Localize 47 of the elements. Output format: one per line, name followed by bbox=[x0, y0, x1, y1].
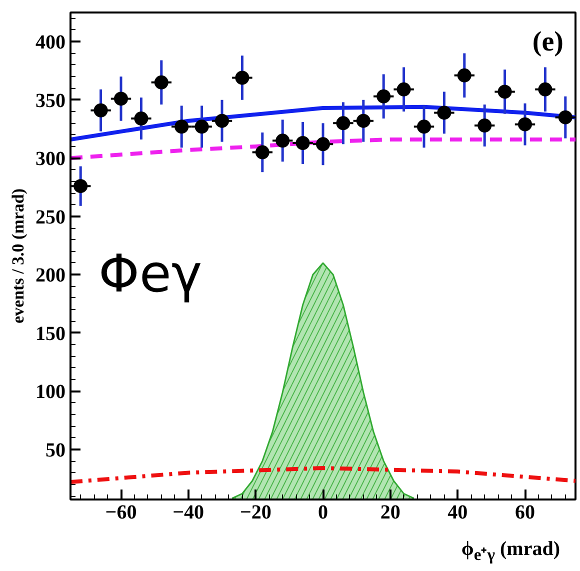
y-tick-label: 150 bbox=[36, 322, 66, 345]
point bbox=[417, 120, 431, 134]
point bbox=[518, 117, 532, 132]
y-tick-label: 200 bbox=[36, 264, 66, 287]
point bbox=[437, 106, 452, 120]
y-tick-label: 300 bbox=[36, 148, 66, 170]
x-tick-label: 40 bbox=[448, 502, 468, 524]
point bbox=[134, 112, 148, 126]
line-series bbox=[70, 137, 576, 160]
annotation: (e) bbox=[532, 26, 564, 58]
point bbox=[255, 145, 270, 160]
y-axis-title: events / 3.0 (mrad) bbox=[8, 188, 28, 324]
point bbox=[114, 92, 128, 106]
x-tick-label: −20 bbox=[240, 502, 272, 524]
x-tick-label: −40 bbox=[172, 502, 204, 524]
point bbox=[174, 120, 189, 134]
x-tick-label: 0 bbox=[318, 502, 328, 524]
x-axis-title: ϕ$_{e⁺γ}$ (mrad) bbox=[461, 537, 560, 566]
line-series bbox=[70, 466, 576, 484]
x-tick-label: 20 bbox=[380, 502, 400, 524]
point bbox=[396, 82, 411, 96]
point bbox=[74, 179, 88, 194]
y-tick-label: 350 bbox=[36, 90, 66, 112]
point bbox=[336, 116, 350, 130]
point bbox=[457, 68, 472, 82]
point bbox=[356, 114, 370, 128]
point bbox=[215, 114, 229, 128]
point bbox=[235, 70, 250, 85]
y-tick-label: 250 bbox=[36, 206, 66, 228]
point bbox=[154, 75, 168, 90]
y-tick-label: 400 bbox=[36, 32, 66, 54]
y-tick-label: 50 bbox=[46, 439, 66, 462]
point bbox=[276, 134, 290, 148]
point bbox=[498, 84, 512, 99]
x-tick-label: −60 bbox=[105, 502, 137, 524]
point bbox=[94, 103, 108, 118]
point bbox=[538, 82, 552, 96]
annotation: Φeγ bbox=[98, 244, 202, 305]
y-tick-label: 100 bbox=[36, 381, 66, 404]
point bbox=[376, 89, 391, 104]
point bbox=[316, 137, 330, 152]
point bbox=[194, 120, 209, 134]
point bbox=[478, 118, 492, 132]
x-tick-label: 60 bbox=[515, 502, 535, 524]
line-series bbox=[70, 104, 576, 142]
point bbox=[296, 136, 310, 150]
point bbox=[558, 110, 572, 124]
